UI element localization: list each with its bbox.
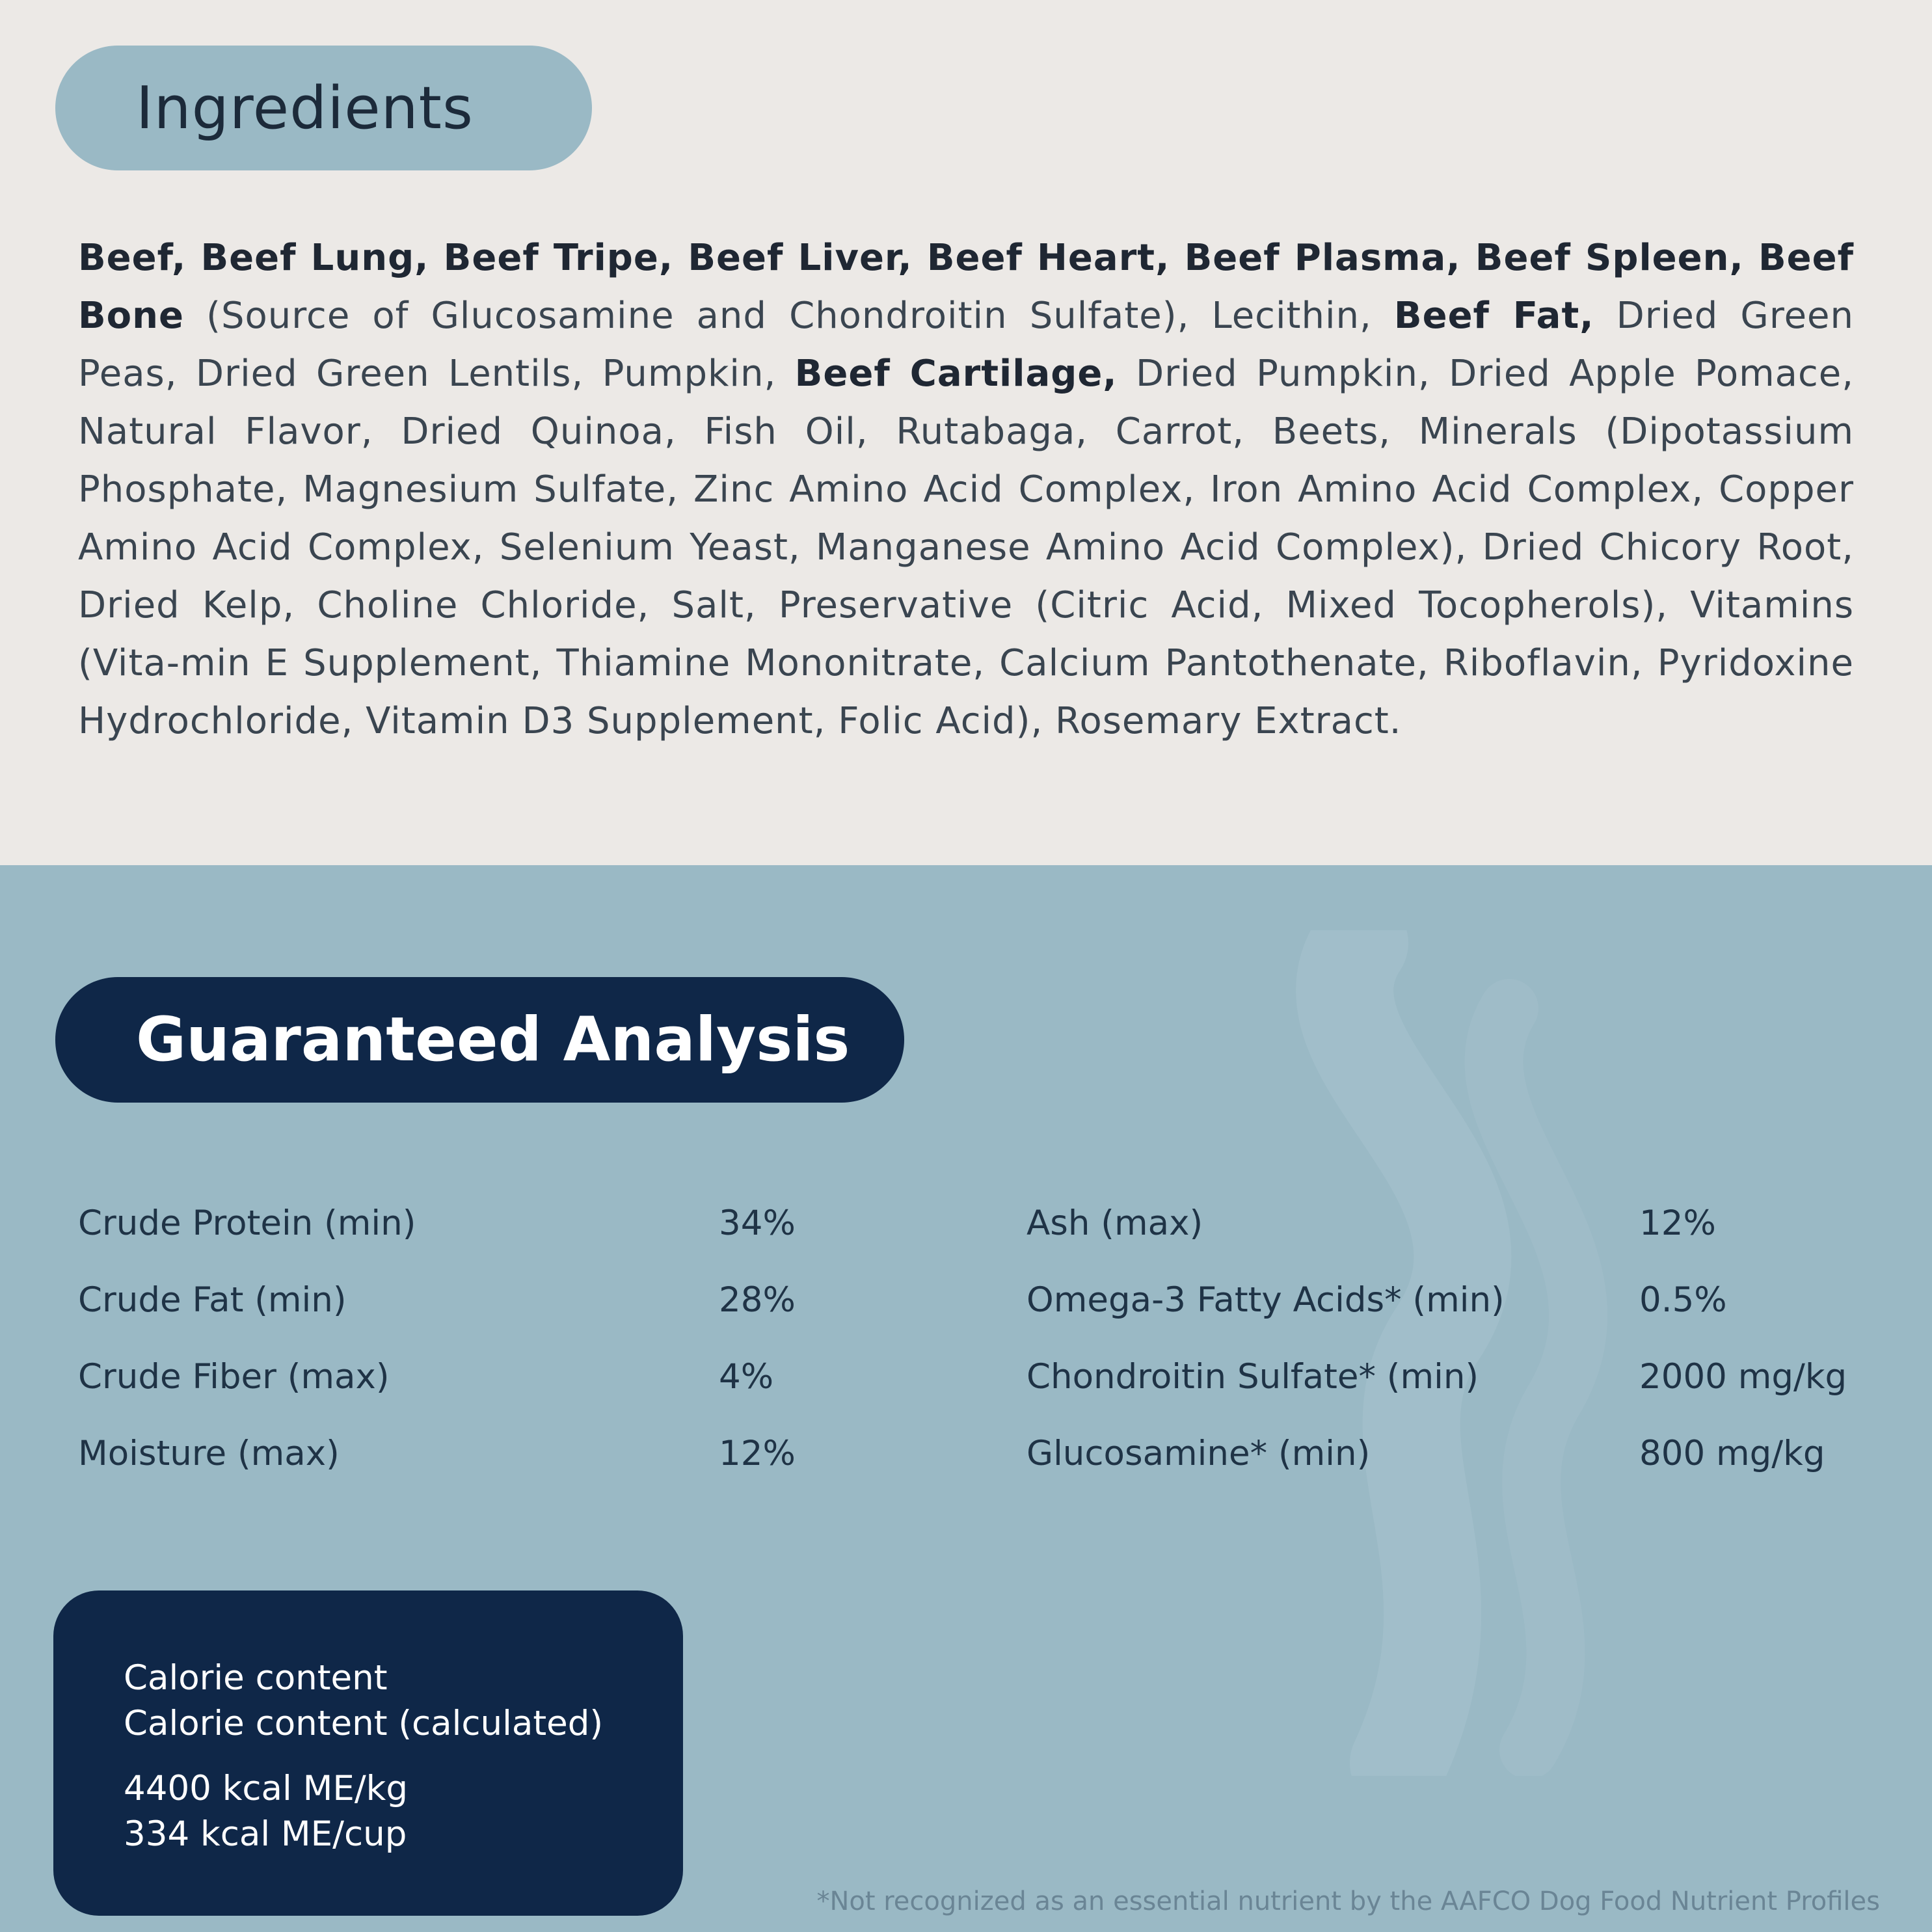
nutrient-label: Moisture (max) bbox=[78, 1433, 340, 1473]
ingredients-heading: Ingredients bbox=[55, 46, 592, 170]
ingredients-segment-bold: Beef, Beef Lung, Beef Tripe, Beef Liver,… bbox=[78, 237, 1854, 337]
ingredients-heading-label: Ingredients bbox=[136, 74, 474, 142]
nutrient-label: Omega-3 Fatty Acids* (min) bbox=[1026, 1280, 1505, 1320]
nutrient-label: Ash (max) bbox=[1026, 1203, 1203, 1243]
analysis-heading-label: Guaranteed Analysis bbox=[136, 1004, 850, 1075]
analysis-row: Crude Fat (min) 28% bbox=[78, 1274, 924, 1326]
calorie-per-kg: 4400 kcal ME/kg bbox=[124, 1769, 409, 1808]
nutrient-label: Crude Fat (min) bbox=[78, 1280, 347, 1320]
nutrient-value: 12% bbox=[719, 1433, 796, 1473]
calorie-content-box: Calorie content Calorie content (calcula… bbox=[53, 1590, 683, 1916]
analysis-row: Glucosamine* (min) 800 mg/kg bbox=[1026, 1427, 1898, 1479]
calorie-per-cup: 334 kcal ME/cup bbox=[124, 1814, 407, 1854]
nutrient-value: 0.5% bbox=[1639, 1280, 1727, 1320]
nutrient-value: 12% bbox=[1639, 1203, 1716, 1243]
nutrient-value: 4% bbox=[719, 1356, 774, 1397]
swirl-watermark-icon bbox=[1296, 930, 1607, 1776]
nutrient-value: 2000 mg/kg bbox=[1639, 1356, 1847, 1397]
nutrient-value: 28% bbox=[719, 1280, 796, 1320]
nutrient-value: 800 mg/kg bbox=[1639, 1433, 1825, 1473]
nutrient-label: Glucosamine* (min) bbox=[1026, 1433, 1371, 1473]
ingredients-segment: (Source of Glucosamine and Chondroitin S… bbox=[184, 295, 1394, 337]
ingredients-section: Ingredients Beef, Beef Lung, Beef Tripe,… bbox=[0, 0, 1932, 865]
calorie-label-calculated: Calorie content (calculated) bbox=[124, 1704, 604, 1743]
analysis-heading: Guaranteed Analysis bbox=[55, 977, 904, 1103]
analysis-section: Guaranteed Analysis Crude Protein (min) … bbox=[0, 865, 1932, 1932]
ingredients-segment-bold: Beef Cartilage, bbox=[794, 353, 1118, 395]
ingredients-segment-bold: Beef Fat, bbox=[1393, 295, 1594, 337]
analysis-row: Crude Protein (min) 34% bbox=[78, 1197, 924, 1249]
analysis-row: Chondroitin Sulfate* (min) 2000 mg/kg bbox=[1026, 1350, 1898, 1402]
analysis-row: Omega-3 Fatty Acids* (min) 0.5% bbox=[1026, 1274, 1898, 1326]
nutrient-label: Crude Protein (min) bbox=[78, 1203, 416, 1243]
analysis-row: Moisture (max) 12% bbox=[78, 1427, 924, 1479]
nutrient-label: Chondroitin Sulfate* (min) bbox=[1026, 1356, 1479, 1397]
nutrient-label: Crude Fiber (max) bbox=[78, 1356, 390, 1397]
nutrient-value: 34% bbox=[719, 1203, 796, 1243]
analysis-row: Crude Fiber (max) 4% bbox=[78, 1350, 924, 1402]
calorie-label: Calorie content bbox=[124, 1658, 388, 1698]
analysis-row: Ash (max) 12% bbox=[1026, 1197, 1898, 1249]
ingredients-segment: Dried Green Peas, Dried Green Lentils, P… bbox=[78, 295, 1855, 395]
ingredients-segment: Dried Pumpkin, Dried Apple Pomace, Natur… bbox=[78, 353, 1854, 742]
footnote: *Not recognized as an essential nutrient… bbox=[816, 1886, 1880, 1916]
ingredients-list: Beef, Beef Lung, Beef Tripe, Beef Liver,… bbox=[78, 229, 1854, 750]
